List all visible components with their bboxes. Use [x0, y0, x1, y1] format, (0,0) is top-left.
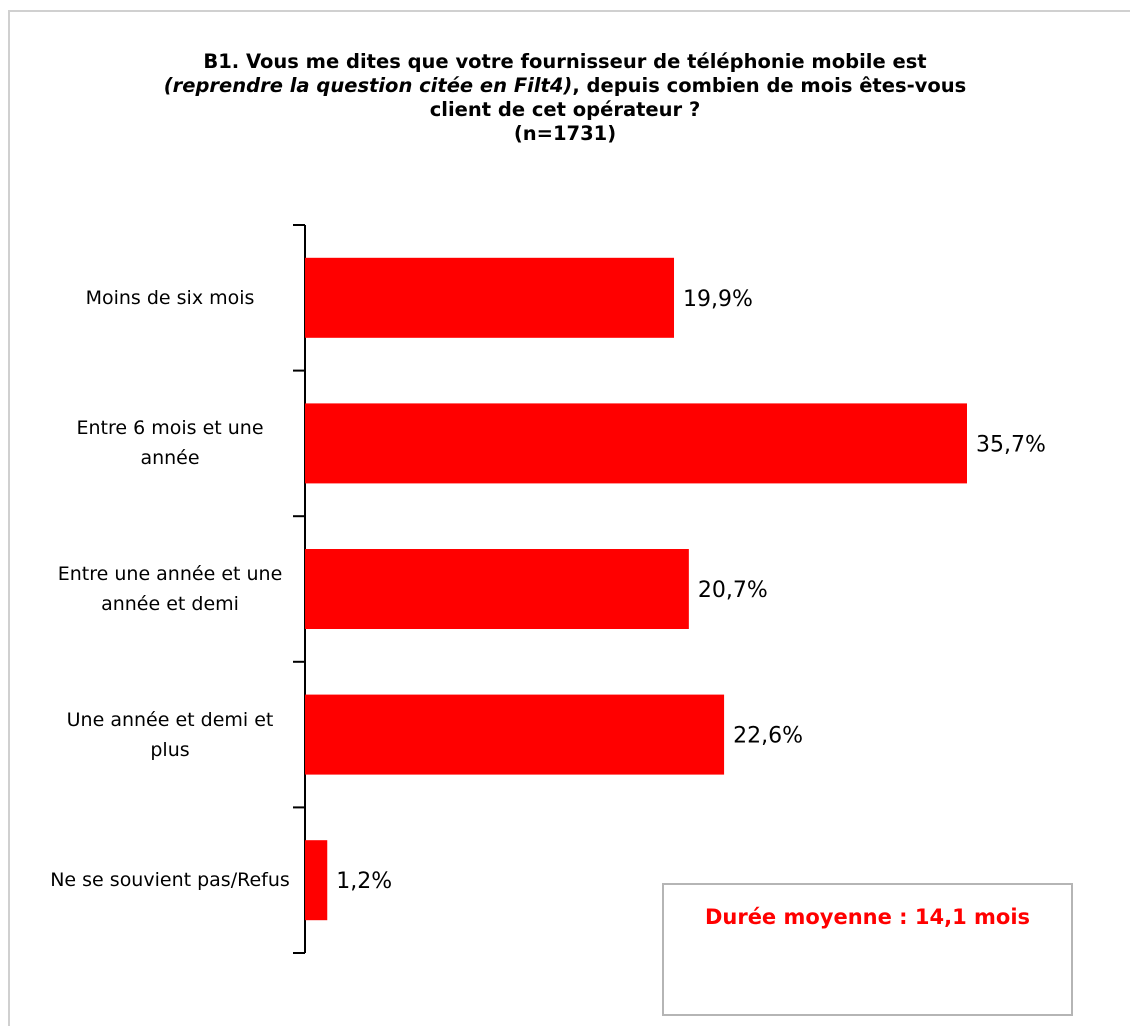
value-label: 20,7%	[698, 578, 768, 603]
category-label: Ne se souvient pas/Refus	[45, 865, 295, 895]
category-label: Entre 6 mois et une année	[45, 413, 295, 473]
value-label: 35,7%	[976, 432, 1046, 457]
average-duration-text: Durée moyenne : 14,1 mois	[664, 905, 1071, 929]
bar	[305, 840, 327, 920]
category-label: Entre une année et une année et demi	[45, 559, 295, 619]
bar	[305, 403, 967, 483]
value-label: 19,9%	[683, 287, 753, 312]
bar	[305, 695, 724, 775]
bar	[305, 549, 689, 629]
bar	[305, 258, 674, 338]
category-label: Moins de six mois	[45, 283, 295, 313]
category-label: Une année et demi et plus	[45, 705, 295, 765]
average-duration-box: Durée moyenne : 14,1 mois	[662, 883, 1073, 1016]
value-label: 1,2%	[336, 869, 392, 894]
value-label: 22,6%	[733, 724, 803, 749]
